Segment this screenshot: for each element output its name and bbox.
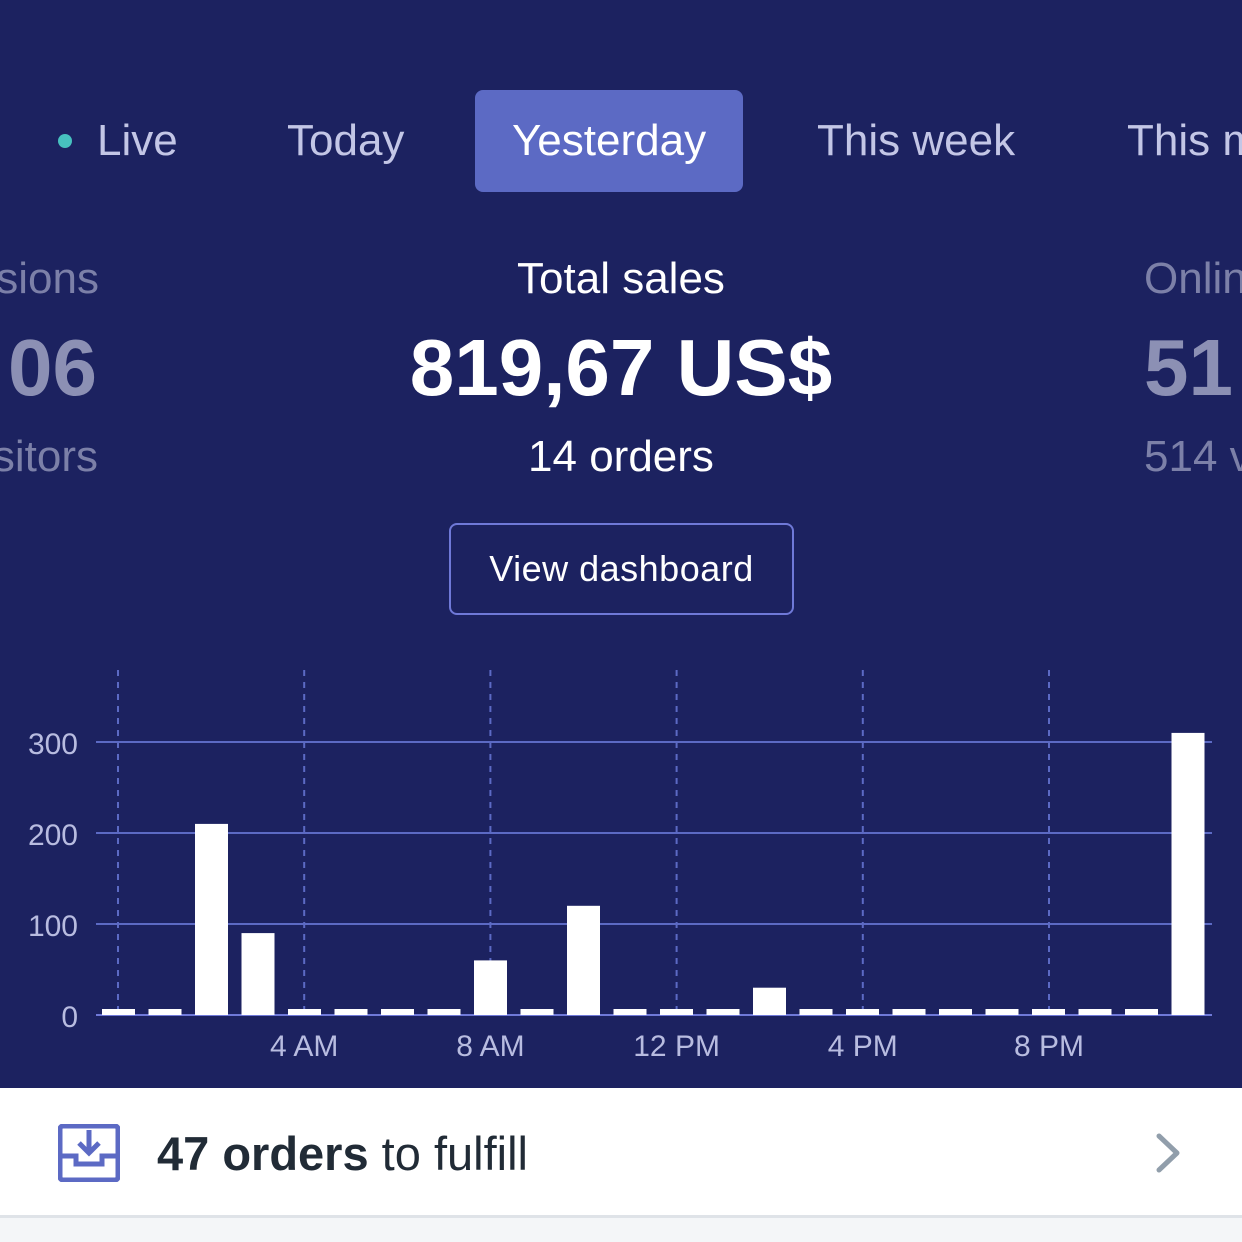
tab-label: Live xyxy=(97,116,178,165)
bar xyxy=(1171,732,1205,1015)
y-tick-label: 200 xyxy=(28,819,78,852)
bar xyxy=(381,1009,414,1015)
bar xyxy=(102,1009,135,1015)
tab-live[interactable]: Live xyxy=(58,90,178,192)
stat-sub: 514 v xyxy=(1144,432,1242,481)
stat-value: 819,67 US$ xyxy=(409,323,833,412)
tab-label: Yesterday xyxy=(512,116,707,165)
orders-to-fulfill-row[interactable]: 47 orders to fulfill xyxy=(0,1088,1242,1218)
stat-label: Onlin xyxy=(1144,254,1242,303)
bar xyxy=(846,1009,879,1015)
stat-label: Total sales xyxy=(517,254,725,303)
tab-label: Today xyxy=(287,116,405,165)
bar xyxy=(660,1009,693,1015)
x-tick-label: 8 AM xyxy=(456,1030,524,1063)
tab-this-month[interactable]: This m xyxy=(1127,90,1242,192)
bar xyxy=(1078,1009,1112,1015)
bar xyxy=(613,1009,647,1015)
stat-value: 06 xyxy=(8,323,97,412)
x-tick-label: 12 PM xyxy=(633,1030,720,1063)
bar xyxy=(241,933,275,1015)
bar xyxy=(474,960,507,1015)
tab-this-week[interactable]: This week xyxy=(817,90,1015,192)
bar xyxy=(427,1009,461,1015)
bar xyxy=(706,1009,740,1015)
inbox-download-icon xyxy=(58,1124,120,1182)
bar xyxy=(148,1009,182,1015)
stat-sub: sitors xyxy=(0,432,98,481)
bar xyxy=(892,1009,926,1015)
bar xyxy=(985,1009,1019,1015)
tab-today[interactable]: Today xyxy=(287,90,404,192)
bar xyxy=(334,1009,368,1015)
hourly-sales-chart: 0 100 200 300 4 AM 8 AM 12 PM 4 PM 8 PM xyxy=(28,670,1212,1063)
x-tick-label: 4 PM xyxy=(828,1030,898,1063)
y-tick-label: 100 xyxy=(28,910,78,943)
tab-label: This m xyxy=(1127,116,1242,165)
x-tick-label: 4 AM xyxy=(270,1030,338,1063)
bar xyxy=(1032,1009,1065,1015)
tab-label: This week xyxy=(817,116,1016,165)
y-tick-label: 0 xyxy=(61,1001,78,1034)
x-tick-label: 8 PM xyxy=(1014,1030,1084,1063)
sales-overview-panel: Live Today Yesterday This week This m si… xyxy=(0,0,1242,1088)
bar xyxy=(1125,1009,1158,1015)
bar xyxy=(753,987,786,1015)
orders-count: 47 orders xyxy=(157,1127,369,1180)
bar xyxy=(567,905,600,1015)
y-tick-label: 300 xyxy=(28,728,78,761)
stat-sub: 14 orders xyxy=(528,432,714,481)
stat-label: sions xyxy=(0,254,99,303)
orders-suffix: to fulfill xyxy=(368,1127,528,1180)
tab-yesterday[interactable]: Yesterday xyxy=(475,90,744,192)
view-dashboard-button[interactable]: View dashboard xyxy=(449,523,794,615)
bar xyxy=(195,823,228,1015)
bar xyxy=(799,1009,833,1015)
chevron-right-icon xyxy=(1156,1133,1180,1173)
live-dot-icon xyxy=(58,134,72,148)
bar xyxy=(939,1009,972,1015)
bar xyxy=(288,1009,321,1015)
bar xyxy=(520,1009,554,1015)
stat-value: 51 xyxy=(1144,323,1233,412)
orders-to-fulfill-text: 47 orders to fulfill xyxy=(157,1126,528,1181)
